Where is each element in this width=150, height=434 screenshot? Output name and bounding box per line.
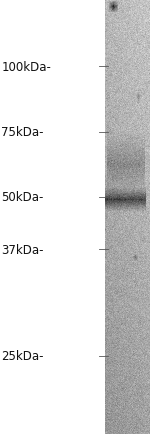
Text: 50kDa-: 50kDa-	[2, 191, 44, 204]
Text: 100kDa-: 100kDa-	[2, 61, 51, 74]
Text: 75kDa-: 75kDa-	[2, 126, 44, 139]
Text: 25kDa-: 25kDa-	[2, 349, 44, 362]
Text: 37kDa-: 37kDa-	[2, 243, 44, 256]
